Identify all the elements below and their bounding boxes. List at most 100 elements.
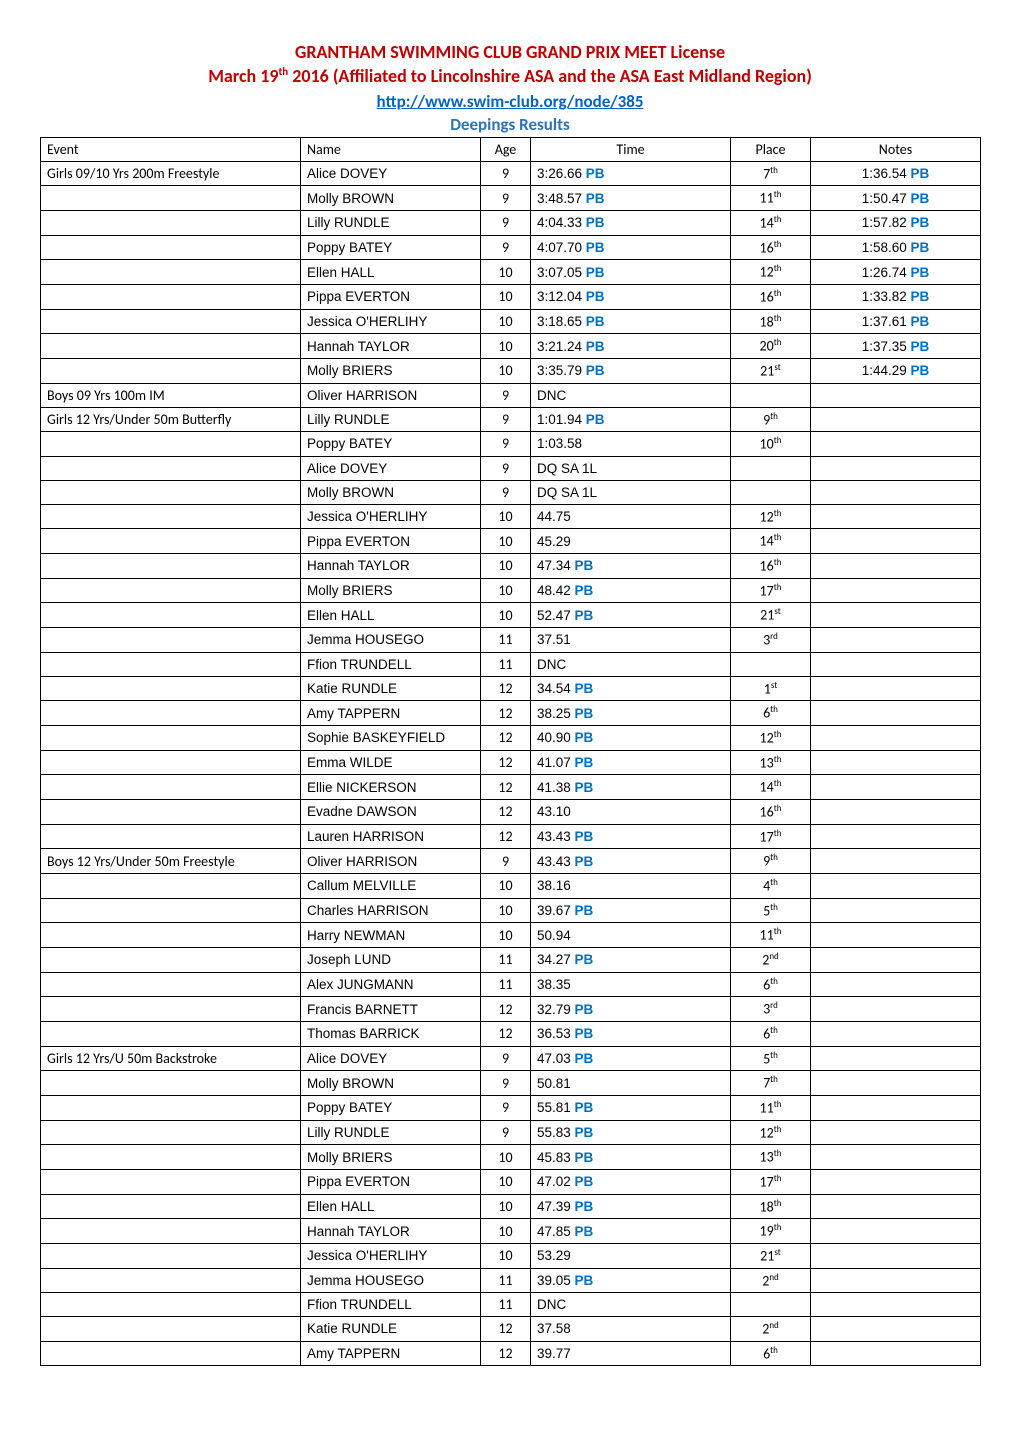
cell-time: 3:18.65 PB [531, 309, 731, 334]
cell-place: 21st [731, 603, 811, 628]
cell-time: 3:07.05 PB [531, 260, 731, 285]
table-row: Ellen HALL1052.47 PB21st [41, 603, 981, 628]
cell-notes [811, 997, 981, 1022]
cell-age: 10 [481, 1194, 531, 1219]
table-row: Ffion TRUNDELL11DNC [41, 652, 981, 676]
table-row: Amy TAPPERN1238.25 PB6th [41, 701, 981, 726]
cell-time: 41.07 PB [531, 750, 731, 775]
cell-notes [811, 1071, 981, 1096]
cell-place: 12th [731, 504, 811, 529]
cell-name: Jessica O'HERLIHY [301, 1243, 481, 1268]
cell-time: 37.58 [531, 1317, 731, 1342]
cell-name: Molly BROWN [301, 186, 481, 211]
cell-name: Ellie NICKERSON [301, 775, 481, 800]
cell-age: 9 [481, 407, 531, 432]
table-row: Ellie NICKERSON1241.38 PB14th [41, 775, 981, 800]
cell-event [41, 235, 301, 260]
cell-age: 12 [481, 800, 531, 825]
cell-name: Evadne DAWSON [301, 800, 481, 825]
table-row: Hannah TAYLOR1047.34 PB16th [41, 554, 981, 579]
cell-notes [811, 603, 981, 628]
cell-event [41, 923, 301, 948]
col-name: Name [301, 137, 481, 161]
cell-name: Alice DOVEY [301, 456, 481, 480]
cell-place: 12th [731, 260, 811, 285]
cell-age: 11 [481, 947, 531, 972]
cell-event [41, 947, 301, 972]
cell-notes [811, 824, 981, 849]
cell-age: 10 [481, 874, 531, 899]
cell-name: Pippa EVERTON [301, 529, 481, 554]
cell-notes [811, 1046, 981, 1071]
cell-name: Joseph LUND [301, 947, 481, 972]
cell-age: 12 [481, 1021, 531, 1046]
cell-name: Lauren HARRISON [301, 824, 481, 849]
cell-event [41, 652, 301, 676]
cell-age: 12 [481, 750, 531, 775]
table-row: Alex JUNGMANN1138.356th [41, 972, 981, 997]
cell-notes: 1:37.35 PB [811, 334, 981, 359]
cell-name: Poppy BATEY [301, 1095, 481, 1120]
table-row: Lauren HARRISON1243.43 PB17th [41, 824, 981, 849]
cell-place: 3rd [731, 997, 811, 1022]
title2-post: 2016 (Affiliated to Lincolnshire ASA and… [288, 65, 812, 87]
cell-event [41, 603, 301, 628]
cell-age: 10 [481, 603, 531, 628]
cell-event [41, 628, 301, 653]
cell-name: Poppy BATEY [301, 432, 481, 457]
cell-event: Boys 12 Yrs/Under 50m Freestyle [41, 849, 301, 874]
cell-place: 9th [731, 407, 811, 432]
cell-time: 3:21.24 PB [531, 334, 731, 359]
link-line: http://www.swim-club.org/node/385 [40, 91, 980, 112]
cell-name: Katie RUNDLE [301, 676, 481, 701]
table-row: Girls 12 Yrs/U 50m BackstrokeAlice DOVEY… [41, 1046, 981, 1071]
cell-place: 18th [731, 1194, 811, 1219]
cell-name: Charles HARRISON [301, 898, 481, 923]
cell-age: 9 [481, 456, 531, 480]
cell-notes [811, 726, 981, 751]
cell-time: 43.43 PB [531, 824, 731, 849]
col-notes: Notes [811, 137, 981, 161]
cell-age: 10 [481, 529, 531, 554]
table-row: Molly BROWN93:48.57 PB11th1:50.47 PB [41, 186, 981, 211]
table-row: Boys 09 Yrs 100m IMOliver HARRISON9DNC [41, 383, 981, 407]
cell-time: 43.10 [531, 800, 731, 825]
col-event: Event [41, 137, 301, 161]
cell-age: 10 [481, 284, 531, 309]
cell-notes [811, 676, 981, 701]
cell-notes [811, 1120, 981, 1145]
cell-name: Alex JUNGMANN [301, 972, 481, 997]
cell-place: 6th [731, 972, 811, 997]
table-row: Harry NEWMAN1050.9411th [41, 923, 981, 948]
cell-notes: 1:26.74 PB [811, 260, 981, 285]
cell-time: DQ SA 1L [531, 456, 731, 480]
cell-age: 9 [481, 186, 531, 211]
table-row: Pippa EVERTON1045.2914th [41, 529, 981, 554]
cell-event [41, 309, 301, 334]
cell-time: 52.47 PB [531, 603, 731, 628]
cell-notes [811, 529, 981, 554]
cell-age: 11 [481, 1293, 531, 1317]
cell-event [41, 554, 301, 579]
table-row: Jessica O'HERLIHY1053.2921st [41, 1243, 981, 1268]
cell-notes [811, 1317, 981, 1342]
cell-notes [811, 456, 981, 480]
cell-age: 9 [481, 1095, 531, 1120]
col-time: Time [531, 137, 731, 161]
cell-notes [811, 652, 981, 676]
cell-time: 39.05 PB [531, 1268, 731, 1293]
cell-age: 10 [481, 334, 531, 359]
table-row: Hannah TAYLOR1047.85 PB19th [41, 1219, 981, 1244]
table-row: Sophie BASKEYFIELD1240.90 PB12th [41, 726, 981, 751]
cell-place: 16th [731, 554, 811, 579]
table-row: Girls 09/10 Yrs 200m FreestyleAlice DOVE… [41, 161, 981, 186]
cell-name: Oliver HARRISON [301, 383, 481, 407]
results-link[interactable]: http://www.swim-club.org/node/385 [377, 91, 644, 112]
cell-notes [811, 1095, 981, 1120]
title-line-1: GRANTHAM SWIMMING CLUB GRAND PRIX MEET L… [40, 40, 980, 64]
cell-event [41, 1021, 301, 1046]
cell-notes [811, 775, 981, 800]
cell-notes [811, 1021, 981, 1046]
cell-age: 10 [481, 578, 531, 603]
table-row: Thomas BARRICK1236.53 PB6th [41, 1021, 981, 1046]
